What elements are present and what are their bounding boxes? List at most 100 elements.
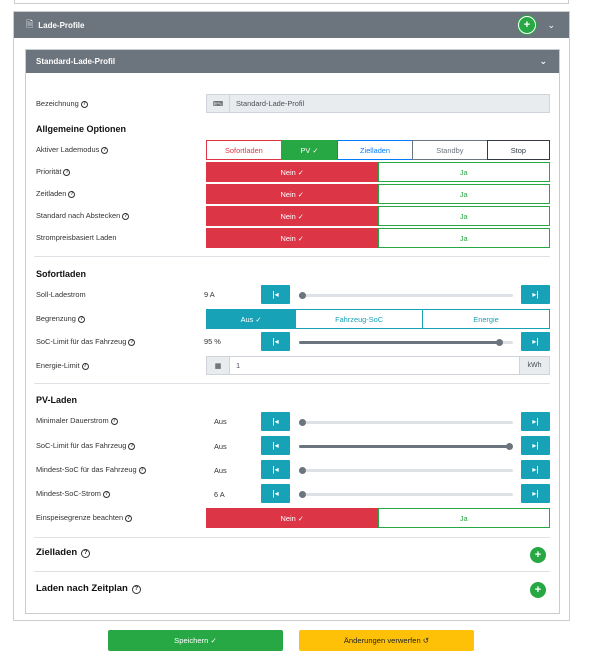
help-icon[interactable]: ? — [138, 466, 146, 474]
slider-thumb[interactable] — [299, 467, 306, 474]
mode-sofortladen-button[interactable]: Sofortladen — [206, 140, 282, 160]
help-icon[interactable]: ? — [110, 417, 118, 425]
soll-ladestrom-slider[interactable] — [299, 292, 513, 299]
prioritaet-label: Priorität — [36, 166, 62, 176]
zeitplan-heading: Laden nach Zeitplan — [36, 583, 128, 594]
help-icon[interactable]: ? — [81, 362, 89, 370]
mode-zielladen-button[interactable]: Zielladen — [337, 140, 413, 160]
slider-thumb[interactable] — [299, 419, 306, 426]
keyboard-icon: ⌨ — [206, 94, 230, 113]
begrenzung-fahrzeug-soc-button[interactable]: Fahrzeug-SoC — [295, 309, 424, 329]
mindest-soc-strom-label: Mindest-SoC-Strom — [36, 488, 101, 498]
prioritaet-toggle: Nein ✓ Ja — [206, 162, 550, 182]
step-left-button[interactable]: |◂ — [261, 436, 290, 455]
energie-limit-label: Energie-Limit — [36, 360, 80, 370]
help-icon[interactable]: ? — [128, 338, 136, 346]
strompreis-ja-button[interactable]: Ja — [377, 228, 550, 248]
bezeichnung-row: Bezeichnung? — [36, 93, 559, 113]
mode-stop-button[interactable]: Stop — [486, 140, 550, 160]
lademodus-label: Aktiver Lademodus — [36, 144, 100, 154]
help-icon[interactable]: ? — [80, 100, 88, 108]
step-right-button[interactable]: ▸| — [521, 484, 550, 503]
prioritaet-ja-button[interactable]: Ja — [377, 162, 550, 182]
divider — [34, 383, 550, 384]
lade-profile-header[interactable]: 🗎 Lade-Profile + ⌄ — [14, 12, 569, 38]
einspeise-nein-button[interactable]: Nein ✓ — [206, 508, 379, 528]
standard-profile-header[interactable]: Standard-Lade-Profil ⌄ — [26, 50, 559, 73]
min-dauerstrom-slider[interactable] — [299, 419, 513, 426]
step-left-button[interactable]: |◂ — [261, 484, 290, 503]
discard-changes-button[interactable]: Änderungen verwerfen ↺ — [299, 630, 474, 651]
pv-soc-limit-row: SoC-Limit für das Fahrzeug? — [36, 435, 559, 455]
previous-card-bottom — [14, 0, 569, 4]
step-left-button[interactable]: |◂ — [261, 332, 290, 351]
step-right-button[interactable]: ▸| — [521, 460, 550, 479]
begrenzung-row: Begrenzung? — [36, 308, 559, 328]
einspeise-row: Einspeisegrenze beachten? — [36, 507, 559, 527]
help-icon[interactable]: ? — [131, 585, 141, 594]
zielladen-heading: Zielladen — [36, 547, 78, 558]
zeitladen-ja-button[interactable]: Ja — [377, 184, 550, 204]
mindest-soc-slider[interactable] — [299, 467, 513, 474]
standard-ja-button[interactable]: Ja — [377, 206, 550, 226]
begrenzung-energie-button[interactable]: Energie — [422, 309, 550, 329]
strompreis-row: Strompreisbasiert Laden — [36, 227, 559, 247]
slider-thumb[interactable] — [299, 292, 306, 299]
bezeichnung-field: ⌨ Standard-Lade-Profil — [206, 94, 550, 113]
step-left-button[interactable]: |◂ — [261, 412, 290, 431]
mindest-soc-strom-slider[interactable] — [299, 491, 513, 498]
mode-pv-button[interactable]: PV ✓ — [280, 140, 339, 160]
step-left-button[interactable]: |◂ — [261, 460, 290, 479]
einspeise-ja-button[interactable]: Ja — [377, 508, 550, 528]
mindest-soc-row: Mindest-SoC für das Fahrzeug? — [36, 459, 559, 479]
step-right-button[interactable]: ▸| — [521, 436, 550, 455]
lademodus-group: Sofortladen PV ✓ Zielladen Standby Stop — [206, 140, 550, 160]
energie-limit-row: Energie-Limit? — [36, 355, 559, 375]
einspeise-label: Einspeisegrenze beachten — [36, 512, 124, 522]
step-right-button[interactable]: ▸| — [521, 332, 550, 351]
calculator-icon: ▦ — [206, 356, 230, 375]
help-icon[interactable]: ? — [128, 442, 136, 450]
prioritaet-nein-button[interactable]: Nein ✓ — [206, 162, 379, 182]
lademodus-row: Aktiver Lademodus? — [36, 139, 559, 159]
mode-standby-button[interactable]: Standby — [411, 140, 488, 160]
help-icon[interactable]: ? — [68, 190, 76, 198]
add-zeitplan-button[interactable]: + — [530, 582, 546, 598]
help-icon[interactable]: ? — [125, 514, 133, 522]
document-icon: 🗎 — [26, 19, 34, 29]
mindest-soc-strom-row: Mindest-SoC-Strom? — [36, 483, 559, 503]
zeitladen-nein-button[interactable]: Nein ✓ — [206, 184, 379, 204]
help-icon[interactable]: ? — [63, 168, 71, 176]
pv-laden-heading: PV-Laden — [36, 395, 78, 405]
help-icon[interactable]: ? — [77, 315, 85, 323]
add-profile-button[interactable]: + — [518, 16, 536, 34]
bezeichnung-value: Standard-Lade-Profil — [230, 94, 550, 113]
standard-nein-button[interactable]: Nein ✓ — [206, 206, 379, 226]
step-right-button[interactable]: ▸| — [521, 285, 550, 304]
slider-thumb[interactable] — [496, 339, 503, 346]
add-zielladen-button[interactable]: + — [530, 547, 546, 563]
einspeise-toggle: Nein ✓ Ja — [206, 508, 550, 528]
mindest-soc-value: Aus — [214, 466, 227, 475]
help-icon[interactable]: ? — [102, 490, 110, 498]
step-left-button[interactable]: |◂ — [261, 285, 290, 304]
pv-soc-limit-slider[interactable] — [299, 443, 513, 450]
help-icon[interactable]: ? — [101, 146, 109, 154]
soc-limit-row: SoC-Limit für das Fahrzeug? — [36, 331, 559, 351]
help-icon[interactable]: ? — [81, 549, 91, 558]
min-dauerstrom-value: Aus — [214, 417, 227, 426]
begrenzung-aus-button[interactable]: Aus ✓ — [206, 309, 297, 329]
slider-thumb[interactable] — [299, 491, 306, 498]
help-icon[interactable]: ? — [122, 212, 130, 220]
strompreis-nein-button[interactable]: Nein ✓ — [206, 228, 379, 248]
slider-thumb[interactable] — [506, 443, 513, 450]
allgemeine-optionen-heading: Allgemeine Optionen — [36, 124, 127, 134]
soc-limit-slider[interactable] — [299, 339, 513, 346]
chevron-down-icon[interactable]: ⌄ — [547, 20, 555, 30]
chevron-down-icon[interactable]: ⌄ — [539, 56, 547, 66]
min-dauerstrom-label: Minimaler Dauerstrom — [36, 415, 109, 425]
divider — [34, 256, 550, 257]
save-button[interactable]: Speichern ✓ — [108, 630, 283, 651]
step-right-button[interactable]: ▸| — [521, 412, 550, 431]
energie-limit-input[interactable]: 1 — [230, 356, 520, 375]
